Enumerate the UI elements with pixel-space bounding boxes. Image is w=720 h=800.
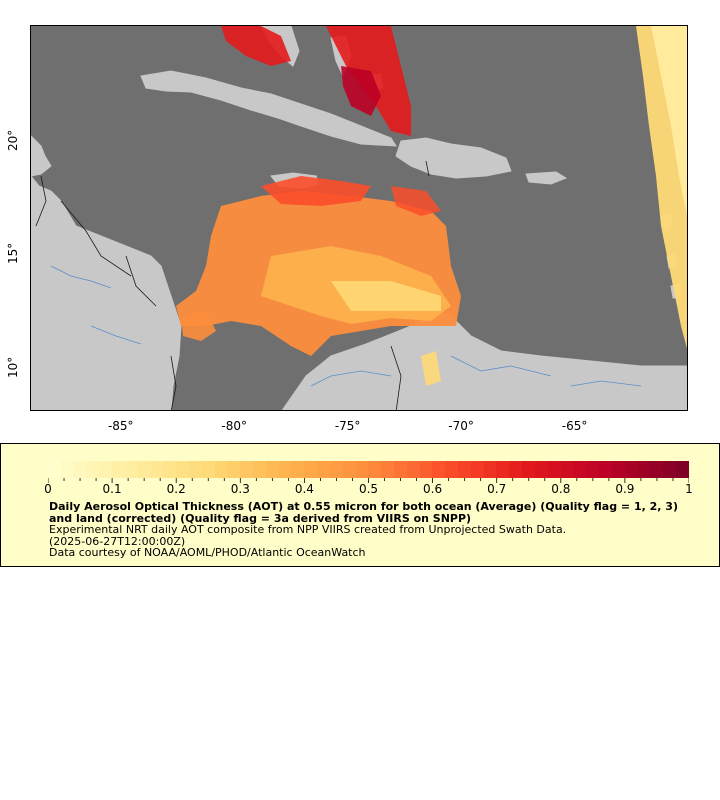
colorbar-segment [188,461,202,478]
colorbar-segment [419,461,433,478]
colorbar-segment [265,461,279,478]
colorbar-segment [470,461,484,478]
central-america-land [31,175,182,410]
legend-title: Daily Aerosol Optical Thickness (AOT) at… [49,500,678,525]
colorbar-segment [48,461,61,478]
colorbar-segment [650,461,663,478]
colorbar-segment [86,461,100,478]
colorbar-segment [406,461,420,478]
colorbar-label: 0.4 [294,482,314,496]
colorbar-segment [214,461,228,478]
colorbar-label: 0 [44,482,52,496]
rivers-layer [50,265,642,387]
colorbar-label: 1 [685,482,693,496]
colorbar-segment [547,461,561,478]
colorbar-segment [304,461,318,478]
x-axis-label: -75° [334,419,361,433]
colorbar-segment [342,461,356,478]
legend-credit: Data courtesy of NOAA/AOML/PHOD/Atlantic… [49,546,366,559]
x-axis-label: -70° [448,419,474,433]
colorbar-segment [624,461,638,478]
colorbar-label: 0.1 [102,482,122,496]
colorbar-segment [150,461,164,478]
colorbar-segment [291,461,305,478]
colorbar-segment [227,461,241,478]
x-axis-label: -80° [221,419,248,433]
colorbar-segment [163,461,177,478]
borders-layer [35,160,430,410]
colorbar-segment [355,461,369,478]
colorbar-segment [432,461,446,478]
colorbar [48,461,689,478]
yucatan-land [31,135,52,177]
colorbar-label: 0.3 [230,482,250,496]
colorbar-segment [240,461,253,478]
colorbar-segment [534,461,548,478]
colorbar-segment [675,461,689,478]
south-america-land [281,310,687,410]
colorbar-segment [381,461,394,478]
colorbar-label: 0.2 [166,482,186,496]
legend-description: Experimental NRT daily AOT composite fro… [49,523,567,536]
colorbar-segment [522,461,535,478]
colorbar-segment [458,461,471,478]
legend-text: Daily Aerosol Optical Thickness (AOT) at… [49,501,679,559]
x-axis-label: -65° [561,419,588,433]
colorbar-segment [60,461,74,478]
colorbar-segment [253,461,266,478]
colorbar-segment [496,461,510,478]
colorbar-label: 0.7 [487,482,507,496]
colorbar-segment [509,461,523,478]
colorbar-segment [573,461,587,478]
legend-timestamp: (2025-06-27T12:00:00Z) [49,534,186,548]
colorbar-segment [176,461,189,478]
colorbar-segment [73,461,87,478]
colorbar-segment [598,461,612,478]
aot-overlay [176,26,687,386]
y-axis-label: 20° [6,129,20,151]
colorbar-segment [586,461,599,478]
colorbar-segment [329,461,343,478]
y-axis-label: 10° [6,356,20,378]
colorbar-ticks [48,478,689,483]
colorbar-segment [637,461,651,478]
legend-panel: 0 0.1 0.2 0.3 0.4 0.5 0.6 0.7 0.8 0.9 1 Daily Aero… [0,443,720,567]
colorbar-label: 0.5 [358,482,379,496]
y-axis-label: 15° [6,242,20,265]
colorbar-segment [483,461,497,478]
colorbar-label: 0.9 [615,482,635,496]
puerto-rico-land [525,171,568,185]
colorbar-label: 0.6 [423,482,443,496]
colorbar-label: 0.8 [551,482,571,496]
colorbar-segment [393,461,407,478]
colorbar-segment [112,461,125,478]
colorbar-segment [278,461,292,478]
colorbar-segment [124,461,138,478]
colorbar-segment [99,461,113,478]
cuba-land [140,70,397,147]
colorbar-segment [611,461,625,478]
hispaniola-land [395,137,512,179]
colorbar-segment [663,461,676,478]
map-panel[interactable] [30,25,688,411]
colorbar-segment [560,461,574,478]
colorbar-segment [137,461,151,478]
aot-map [31,26,687,410]
colorbar-segment [317,461,330,478]
x-axis-label: -85° [107,419,134,433]
colorbar-segment [201,461,215,478]
colorbar-segment [368,461,382,478]
colorbar-segment [445,461,458,478]
